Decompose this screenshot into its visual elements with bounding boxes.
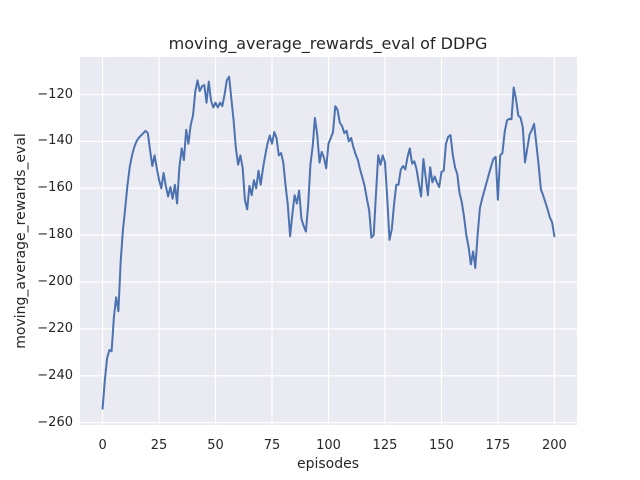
y-tick-label: −120 — [37, 86, 73, 102]
y-tick-label: −260 — [37, 414, 73, 430]
chart-title: moving_average_rewards_eval of DDPG — [168, 34, 488, 53]
x-tick-label: 175 — [485, 438, 511, 453]
x-axis-label: episodes — [296, 456, 360, 472]
x-tick-label: 100 — [316, 438, 341, 453]
x-tick-label: 200 — [541, 438, 567, 453]
y-tick-label: −160 — [37, 180, 73, 196]
y-tick-label: −220 — [37, 320, 73, 336]
x-tick-label: 50 — [207, 438, 224, 453]
x-tick-label: 125 — [372, 438, 398, 453]
y-tick-label: −140 — [37, 133, 73, 149]
x-tick-label: 150 — [429, 438, 454, 453]
y-tick-label: −200 — [37, 274, 73, 290]
x-tick-label: 25 — [150, 438, 168, 453]
x-tick-label: 75 — [263, 438, 281, 453]
x-tick-label: 0 — [98, 438, 107, 453]
y-tick-label: −240 — [37, 367, 73, 383]
reward-line — [101, 75, 556, 410]
y-tick-label: −180 — [37, 227, 73, 243]
